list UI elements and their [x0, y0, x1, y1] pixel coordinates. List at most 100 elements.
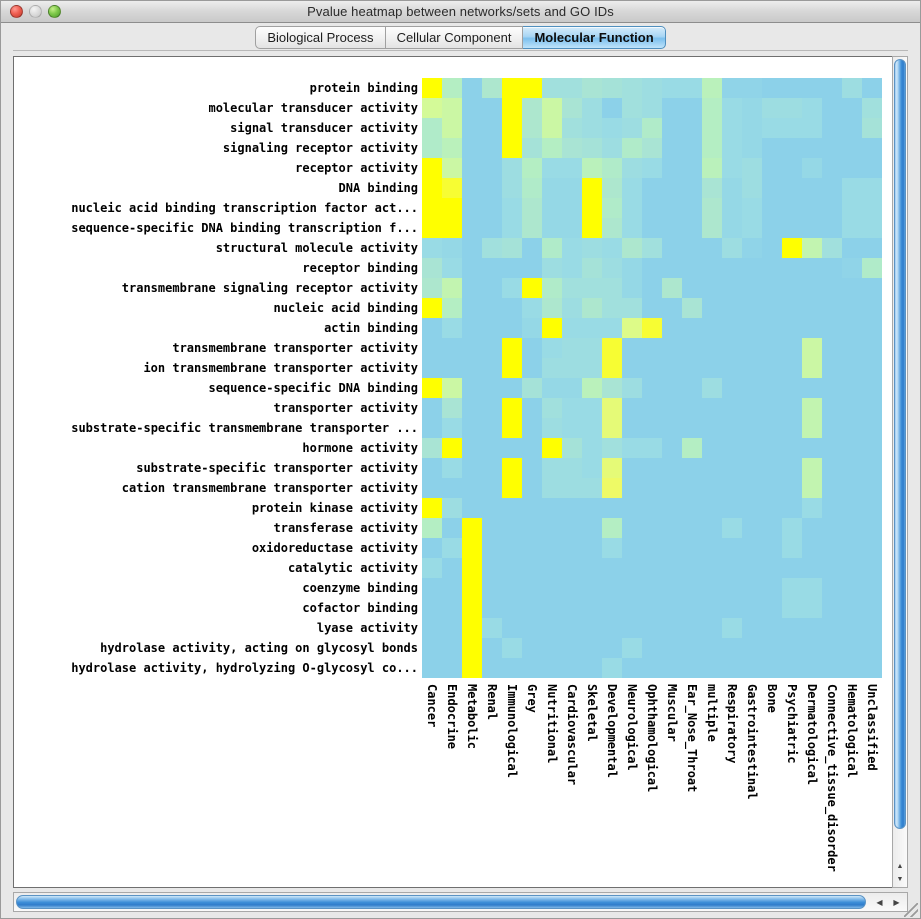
heatmap-cell[interactable] [682, 178, 702, 198]
heatmap-cell[interactable] [702, 618, 722, 638]
heatmap-cell[interactable] [702, 478, 722, 498]
heatmap-cell[interactable] [442, 438, 462, 458]
heatmap-cell[interactable] [462, 538, 482, 558]
heatmap-cell[interactable] [562, 438, 582, 458]
heatmap-cell[interactable] [462, 158, 482, 178]
heatmap-cell[interactable] [742, 318, 762, 338]
heatmap-cell[interactable] [522, 598, 542, 618]
heatmap-cell[interactable] [582, 458, 602, 478]
heatmap-cell[interactable] [442, 158, 462, 178]
heatmap-cell[interactable] [762, 598, 782, 618]
heatmap-cell[interactable] [662, 618, 682, 638]
heatmap-cell[interactable] [562, 658, 582, 678]
heatmap-cell[interactable] [682, 298, 702, 318]
heatmap-cell[interactable] [802, 418, 822, 438]
heatmap-cell[interactable] [762, 438, 782, 458]
heatmap-cell[interactable] [562, 618, 582, 638]
heatmap-cell[interactable] [502, 218, 522, 238]
heatmap-cell[interactable] [822, 238, 842, 258]
heatmap-cell[interactable] [742, 658, 762, 678]
heatmap-cell[interactable] [622, 318, 642, 338]
heatmap-cell[interactable] [642, 158, 662, 178]
heatmap-cell[interactable] [622, 358, 642, 378]
heatmap-cell[interactable] [462, 178, 482, 198]
heatmap-cell[interactable] [542, 398, 562, 418]
heatmap-cell[interactable] [722, 518, 742, 538]
heatmap-cell[interactable] [642, 118, 662, 138]
heatmap-cell[interactable] [842, 378, 862, 398]
heatmap-cell[interactable] [622, 118, 642, 138]
heatmap-cell[interactable] [582, 338, 602, 358]
heatmap-cell[interactable] [622, 258, 642, 278]
heatmap-cell[interactable] [482, 418, 502, 438]
heatmap-cell[interactable] [582, 578, 602, 598]
heatmap-cell[interactable] [722, 478, 742, 498]
heatmap-cell[interactable] [602, 338, 622, 358]
heatmap-cell[interactable] [422, 518, 442, 538]
heatmap-cell[interactable] [802, 278, 822, 298]
heatmap-cell[interactable] [422, 258, 442, 278]
heatmap-cell[interactable] [582, 298, 602, 318]
heatmap-cell[interactable] [562, 258, 582, 278]
heatmap-cell[interactable] [542, 458, 562, 478]
heatmap-cell[interactable] [802, 138, 822, 158]
heatmap-cell[interactable] [482, 298, 502, 318]
heatmap-cell[interactable] [602, 578, 622, 598]
heatmap-cell[interactable] [762, 278, 782, 298]
heatmap-cell[interactable] [602, 558, 622, 578]
heatmap-cell[interactable] [842, 138, 862, 158]
heatmap-cell[interactable] [442, 298, 462, 318]
heatmap-cell[interactable] [462, 378, 482, 398]
heatmap-cell[interactable] [662, 538, 682, 558]
heatmap-cell[interactable] [662, 218, 682, 238]
heatmap-cell[interactable] [702, 298, 722, 318]
heatmap-cell[interactable] [582, 398, 602, 418]
heatmap-cell[interactable] [862, 218, 882, 238]
heatmap-cell[interactable] [702, 238, 722, 258]
heatmap-cell[interactable] [502, 78, 522, 98]
heatmap-cell[interactable] [662, 478, 682, 498]
heatmap-cell[interactable] [422, 298, 442, 318]
heatmap-cell[interactable] [822, 138, 842, 158]
heatmap-cell[interactable] [602, 198, 622, 218]
heatmap-cell[interactable] [462, 358, 482, 378]
heatmap-cell[interactable] [742, 98, 762, 118]
heatmap-cell[interactable] [842, 358, 862, 378]
heatmap-cell[interactable] [782, 558, 802, 578]
heatmap-cell[interactable] [582, 538, 602, 558]
heatmap-cell[interactable] [442, 538, 462, 558]
heatmap-cell[interactable] [702, 418, 722, 438]
heatmap-cell[interactable] [482, 278, 502, 298]
heatmap-cell[interactable] [622, 538, 642, 558]
heatmap-cell[interactable] [602, 538, 622, 558]
heatmap-cell[interactable] [582, 418, 602, 438]
heatmap-cell[interactable] [482, 558, 502, 578]
heatmap-cell[interactable] [562, 278, 582, 298]
heatmap-cell[interactable] [782, 498, 802, 518]
heatmap-cell[interactable] [862, 638, 882, 658]
heatmap-cell[interactable] [862, 518, 882, 538]
heatmap-cell[interactable] [502, 618, 522, 638]
heatmap-cell[interactable] [542, 638, 562, 658]
heatmap-cell[interactable] [842, 638, 862, 658]
heatmap-cell[interactable] [602, 498, 622, 518]
heatmap-cell[interactable] [822, 638, 842, 658]
heatmap-cell[interactable] [422, 398, 442, 418]
heatmap-cell[interactable] [442, 198, 462, 218]
heatmap-cell[interactable] [742, 558, 762, 578]
heatmap-cell[interactable] [462, 498, 482, 518]
heatmap-cell[interactable] [422, 98, 442, 118]
heatmap-cell[interactable] [622, 598, 642, 618]
heatmap-cell[interactable] [642, 338, 662, 358]
heatmap-cell[interactable] [862, 318, 882, 338]
heatmap-cell[interactable] [842, 478, 862, 498]
heatmap-cell[interactable] [542, 498, 562, 518]
heatmap-cell[interactable] [842, 398, 862, 418]
heatmap-cell[interactable] [742, 458, 762, 478]
scroll-down-arrow-icon[interactable]: ▼ [896, 876, 904, 883]
heatmap-cell[interactable] [682, 578, 702, 598]
heatmap-cell[interactable] [442, 418, 462, 438]
heatmap-cell[interactable] [702, 78, 722, 98]
heatmap-cell[interactable] [562, 398, 582, 418]
heatmap-cell[interactable] [562, 318, 582, 338]
